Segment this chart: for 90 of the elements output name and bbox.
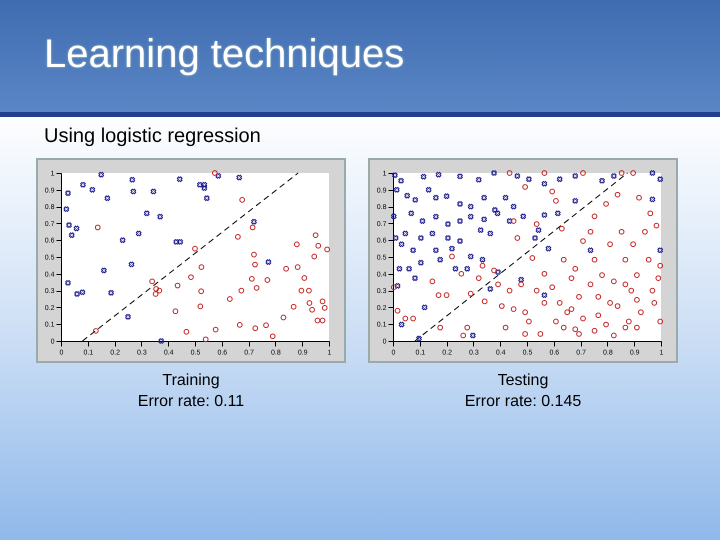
point	[254, 285, 260, 291]
point	[238, 288, 244, 294]
point	[302, 275, 308, 281]
point	[198, 264, 204, 270]
point	[236, 174, 242, 180]
point	[184, 328, 190, 335]
point	[283, 266, 289, 272]
point	[266, 259, 272, 265]
point	[314, 318, 320, 324]
point	[197, 182, 203, 188]
point	[202, 185, 208, 191]
point	[68, 232, 75, 238]
point	[152, 291, 158, 297]
point	[239, 197, 246, 203]
point	[128, 262, 134, 268]
point	[212, 326, 218, 332]
point	[324, 246, 330, 252]
point	[177, 239, 184, 245]
point	[130, 188, 136, 194]
point	[192, 246, 198, 252]
point	[198, 304, 204, 310]
point	[320, 298, 326, 304]
point	[65, 190, 71, 196]
point	[294, 242, 300, 248]
point	[312, 232, 318, 238]
point	[129, 176, 136, 183]
point	[136, 230, 142, 236]
point	[172, 308, 178, 314]
point	[94, 224, 101, 230]
point	[202, 182, 208, 188]
point	[322, 305, 328, 311]
point	[104, 195, 110, 202]
point	[157, 214, 163, 220]
point	[158, 338, 164, 344]
text: Error rate: 0.145	[464, 392, 582, 412]
point	[212, 170, 218, 176]
point	[309, 306, 315, 313]
point	[108, 290, 114, 296]
point	[248, 276, 255, 282]
point	[290, 304, 296, 310]
point	[315, 242, 322, 249]
text: Testing	[496, 371, 550, 391]
point	[176, 176, 183, 182]
point	[263, 322, 269, 328]
point	[150, 188, 156, 194]
point	[226, 296, 233, 302]
point	[280, 314, 286, 320]
point	[98, 172, 104, 178]
point	[202, 336, 209, 342]
chart-title: Learning techniques	[44, 32, 404, 77]
point	[250, 224, 256, 230]
point	[188, 274, 194, 280]
point	[174, 282, 180, 288]
point	[306, 300, 312, 306]
point	[306, 288, 312, 294]
point	[264, 277, 270, 283]
point	[173, 239, 180, 245]
point	[320, 318, 326, 324]
point	[251, 218, 257, 225]
point	[64, 206, 70, 212]
point	[156, 288, 162, 294]
point	[215, 173, 222, 179]
point	[66, 222, 72, 228]
point	[252, 325, 258, 332]
point	[101, 268, 107, 274]
point	[294, 264, 300, 270]
point	[74, 291, 80, 297]
point	[298, 288, 304, 294]
point	[92, 328, 99, 334]
point	[120, 237, 126, 244]
point	[311, 254, 318, 260]
point	[198, 288, 204, 294]
point	[144, 210, 150, 216]
point	[270, 333, 276, 340]
point	[80, 289, 86, 296]
point	[80, 182, 86, 188]
point	[74, 226, 80, 232]
point	[153, 286, 159, 292]
point	[90, 186, 96, 193]
point	[65, 280, 71, 286]
point	[204, 195, 210, 202]
text: Error rate: 0.11	[136, 392, 246, 412]
point	[251, 252, 257, 258]
chart-subtitle: Using logistic regression	[44, 125, 262, 148]
text: Training	[161, 371, 221, 391]
point	[252, 262, 258, 268]
point	[235, 234, 241, 240]
point	[149, 278, 155, 284]
point	[236, 322, 243, 328]
point	[125, 314, 131, 320]
